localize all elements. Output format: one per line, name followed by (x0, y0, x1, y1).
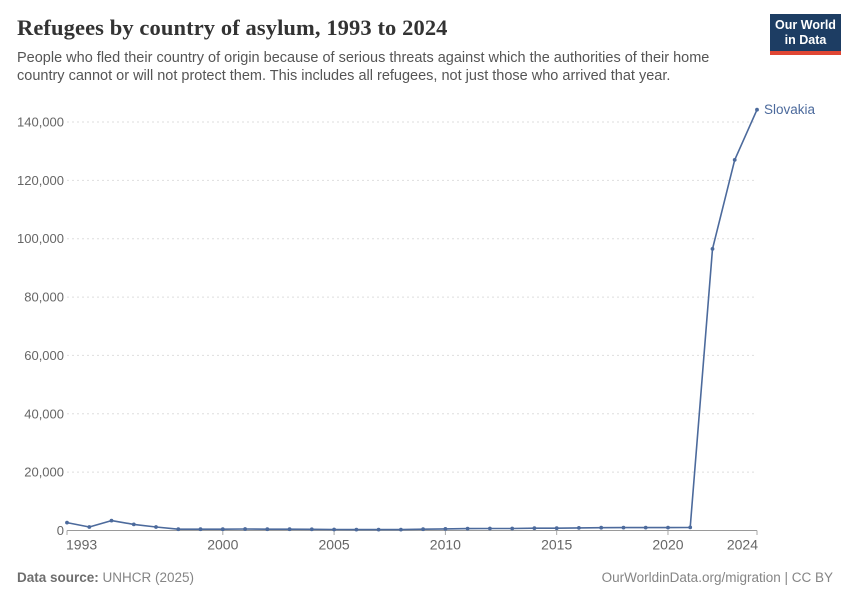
y-tick-label: 40,000 (24, 406, 64, 421)
x-tick-label: 2000 (207, 537, 238, 553)
chart-subtitle: People who fled their country of origin … (17, 50, 710, 84)
y-tick-label: 20,000 (24, 465, 64, 480)
data-point (755, 107, 759, 112)
data-point (287, 527, 292, 532)
data-point (577, 526, 581, 530)
y-tick-label: 60,000 (24, 348, 64, 363)
chart-footer: Data source: UNHCR (2025) OurWorldinData… (17, 570, 833, 585)
data-source-note: Data source: UNHCR (2025) (17, 570, 194, 585)
data-point (220, 527, 225, 532)
data-point (243, 527, 248, 531)
x-tick-label: 2020 (652, 537, 683, 553)
data-source-label: Data source: (17, 570, 99, 585)
x-tick-label: 2024 (727, 537, 758, 553)
y-tick-label: 120,000 (17, 173, 64, 188)
data-point (488, 526, 492, 531)
data-point (399, 527, 403, 532)
data-point (465, 526, 470, 531)
data-point (87, 525, 92, 529)
data-point (198, 527, 203, 532)
data-point (131, 522, 136, 527)
data-point (599, 525, 604, 530)
data-point (376, 527, 381, 532)
data-point (710, 247, 715, 251)
y-tick-label: 140,000 (17, 115, 64, 130)
data-point (309, 527, 314, 532)
series-end-label[interactable]: Slovakia (764, 102, 816, 117)
data-point (176, 527, 181, 532)
x-tick-label: 2005 (319, 537, 350, 553)
y-tick-label: 80,000 (24, 290, 64, 305)
x-tick-label: 2015 (541, 537, 572, 553)
y-tick-label: 0 (57, 523, 64, 538)
data-point (265, 527, 270, 532)
owid-logo[interactable]: Our World in Data (770, 14, 841, 55)
data-point (554, 526, 559, 531)
data-source-value: UNHCR (2025) (98, 570, 195, 585)
data-line (66, 108, 758, 531)
data-point (532, 526, 537, 531)
data-point (688, 525, 693, 530)
data-point (332, 527, 336, 532)
series-slovakia[interactable]: Slovakia (65, 102, 816, 532)
data-point (354, 527, 359, 532)
data-point (109, 518, 114, 523)
data-point (621, 525, 626, 530)
data-point (443, 527, 448, 531)
x-tick-label: 2010 (430, 537, 461, 553)
owid-license-link[interactable]: OurWorldinData.org/migration | CC BY (601, 570, 833, 585)
owid-logo-line1: Our World (775, 18, 836, 32)
data-point (421, 527, 425, 532)
y-tick-label: 100,000 (17, 231, 64, 246)
chart-title: Refugees by country of asylum, 1993 to 2… (17, 15, 448, 40)
data-point (666, 525, 670, 530)
x-tick-label: 1993 (66, 537, 97, 553)
data-point (510, 526, 515, 531)
owid-logo-line2: in Data (784, 33, 827, 47)
data-point (154, 525, 158, 529)
data-point (732, 158, 737, 162)
data-point (65, 520, 69, 525)
y-axis: 0 20,000 40,000 60,000 80,000 100,000 120,000 1… (17, 115, 757, 538)
chart-header: Refugees by country of asylum, 1993 to 2… (17, 15, 762, 85)
x-axis: 1993 2000 2005 2010 2015 2020 2024 (66, 530, 758, 553)
data-point (643, 525, 648, 530)
